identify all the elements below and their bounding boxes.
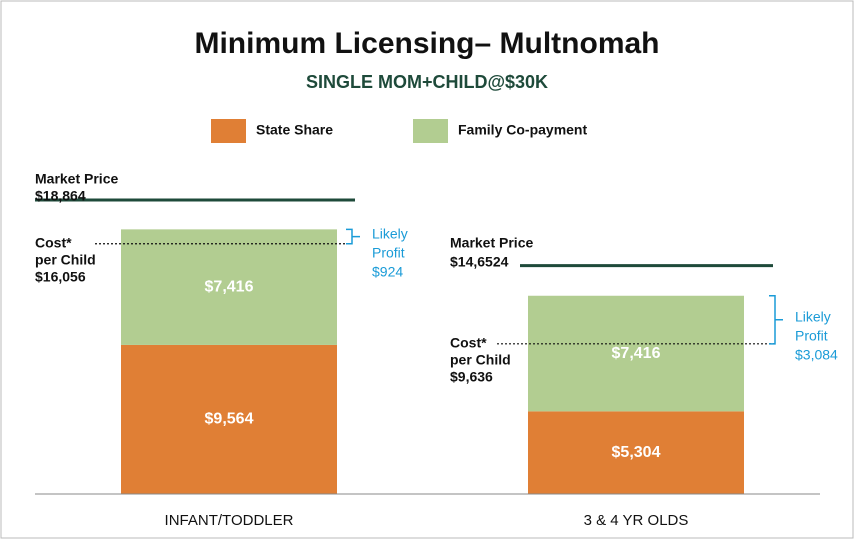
profit-value: $924	[372, 263, 403, 279]
cost-label: per Child	[450, 352, 511, 368]
value-label: $7,416	[612, 345, 661, 362]
value-label: $5,304	[612, 444, 661, 461]
chart-title: Minimum Licensing– Multnomah	[194, 27, 659, 60]
cost-value: $16,056	[35, 268, 86, 284]
legend-label: State Share	[256, 122, 333, 138]
value-label: $7,416	[205, 278, 254, 295]
legend-swatch	[211, 119, 246, 143]
market-price-label: Market Price	[450, 234, 533, 250]
legend-label: Family Co-payment	[458, 122, 587, 138]
bar-segment	[528, 411, 744, 494]
profit-label: Profit	[372, 244, 405, 260]
market-price-label: Market Price	[35, 171, 118, 187]
x-tick-label: 3 & 4 YR OLDS	[584, 512, 689, 529]
cost-label: Cost*	[450, 335, 487, 351]
bar-segment	[121, 229, 337, 345]
profit-bracket	[346, 228, 360, 245]
cost-value: $9,636	[450, 369, 493, 385]
bar-segment	[528, 295, 744, 412]
profit-label: Likely	[795, 308, 831, 324]
cost-label: per Child	[35, 251, 96, 267]
bar-segment	[121, 344, 337, 494]
profit-value: $3,084	[795, 346, 838, 362]
market-price-value: $14,6524	[450, 253, 509, 269]
x-tick-label: INFANT/TODDLER	[165, 512, 294, 529]
legend-swatch	[413, 119, 448, 143]
market-price-value: $18,864	[35, 188, 86, 204]
value-label: $9,564	[205, 411, 254, 428]
cost-label: Cost*	[35, 234, 72, 250]
profit-label: Profit	[795, 327, 828, 343]
profit-label: Likely	[372, 225, 408, 241]
chart-subtitle: SINGLE MOM+CHILD@$30K	[306, 72, 548, 92]
profit-bracket	[769, 295, 783, 345]
